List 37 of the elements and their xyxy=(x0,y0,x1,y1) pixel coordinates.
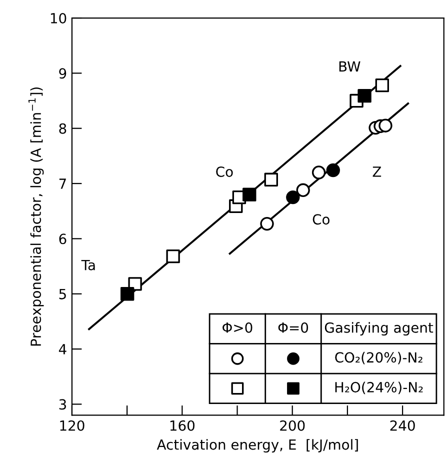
y-tick-label: 3 xyxy=(59,399,66,410)
annotation: BW xyxy=(339,61,360,72)
y-tick-label: 10 xyxy=(50,12,66,24)
point xyxy=(120,287,134,301)
annotation: CO₂(20%)-N₂ xyxy=(335,352,422,364)
annotation: Φ=0 xyxy=(278,322,308,333)
y-axis-title: Preexponential factor, log (A [min$^{−1}$]) xyxy=(28,87,44,346)
y-tick-label: 5 xyxy=(59,289,66,300)
y-tick-label: 4 xyxy=(58,344,66,354)
point xyxy=(378,118,392,132)
point xyxy=(375,78,390,92)
point xyxy=(312,166,326,180)
point xyxy=(296,183,310,197)
point xyxy=(286,190,300,204)
x-tick-label: 120 xyxy=(60,420,84,431)
y-tick-label: 7 xyxy=(59,178,66,189)
annotation: Co xyxy=(216,166,233,177)
y-tick-label: 9 xyxy=(59,68,66,79)
point xyxy=(260,216,274,231)
annotation: Gasifying agent xyxy=(324,322,434,336)
x-axis-title: Activation energy, E [kJ/mol] xyxy=(156,439,358,453)
x-tick-label: 200 xyxy=(280,420,305,431)
point xyxy=(358,88,372,103)
annotation: Co xyxy=(312,214,330,225)
point xyxy=(166,249,180,264)
point xyxy=(128,277,142,291)
point xyxy=(326,163,340,178)
y-tick-label: 6 xyxy=(59,234,66,244)
point xyxy=(264,172,278,187)
annotation: Ta xyxy=(81,260,95,270)
x-tick-label: 160 xyxy=(170,420,194,431)
point xyxy=(242,188,256,202)
annotation: H₂O(24%)-N₂ xyxy=(335,382,423,394)
y-tick-label: 8 xyxy=(59,123,66,134)
x-tick-label: 240 xyxy=(390,420,415,431)
annotation: Φ>0 xyxy=(222,322,252,333)
annotation: Z xyxy=(372,166,382,177)
